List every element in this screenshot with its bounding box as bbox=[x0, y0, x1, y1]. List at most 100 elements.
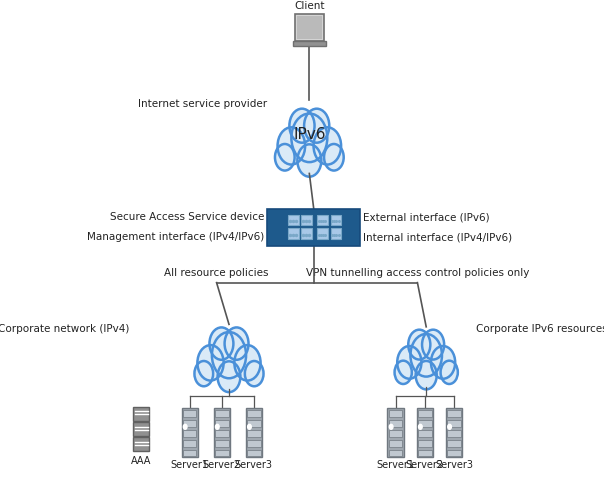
Text: VPN tunnelling access control policies only: VPN tunnelling access control policies o… bbox=[306, 268, 529, 278]
Circle shape bbox=[195, 362, 213, 386]
Circle shape bbox=[210, 328, 233, 359]
FancyBboxPatch shape bbox=[288, 228, 299, 239]
FancyBboxPatch shape bbox=[418, 410, 432, 417]
Text: Internet service provider: Internet service provider bbox=[138, 99, 267, 109]
FancyBboxPatch shape bbox=[133, 438, 149, 451]
FancyBboxPatch shape bbox=[215, 449, 229, 456]
FancyBboxPatch shape bbox=[418, 440, 432, 446]
Circle shape bbox=[217, 361, 240, 392]
FancyBboxPatch shape bbox=[317, 228, 329, 239]
FancyBboxPatch shape bbox=[295, 14, 324, 41]
Circle shape bbox=[422, 330, 444, 360]
Text: IPv6: IPv6 bbox=[293, 127, 326, 142]
Circle shape bbox=[297, 145, 321, 177]
Circle shape bbox=[225, 328, 248, 359]
FancyBboxPatch shape bbox=[182, 430, 196, 437]
Circle shape bbox=[304, 109, 329, 143]
FancyBboxPatch shape bbox=[215, 410, 229, 417]
FancyBboxPatch shape bbox=[388, 408, 403, 457]
FancyBboxPatch shape bbox=[297, 16, 322, 39]
Circle shape bbox=[292, 115, 327, 161]
Text: Server2: Server2 bbox=[202, 461, 241, 470]
Circle shape bbox=[423, 330, 444, 359]
Text: All resource policies: All resource policies bbox=[164, 268, 269, 278]
Circle shape bbox=[313, 127, 341, 165]
Text: AAA: AAA bbox=[131, 456, 152, 466]
Circle shape bbox=[248, 424, 251, 429]
FancyBboxPatch shape bbox=[388, 449, 402, 456]
FancyBboxPatch shape bbox=[247, 420, 261, 427]
FancyBboxPatch shape bbox=[447, 430, 461, 437]
Circle shape bbox=[234, 345, 260, 381]
FancyBboxPatch shape bbox=[182, 410, 196, 417]
Circle shape bbox=[395, 361, 411, 384]
FancyBboxPatch shape bbox=[447, 440, 461, 446]
Circle shape bbox=[289, 109, 315, 143]
Circle shape bbox=[298, 145, 321, 176]
FancyBboxPatch shape bbox=[447, 410, 461, 417]
Circle shape bbox=[275, 145, 294, 170]
Circle shape bbox=[216, 424, 219, 429]
Circle shape bbox=[212, 332, 246, 378]
Text: Secure Access Service device: Secure Access Service device bbox=[110, 213, 264, 222]
Circle shape bbox=[291, 114, 327, 162]
Circle shape bbox=[411, 334, 442, 377]
Text: Server1: Server1 bbox=[376, 461, 414, 470]
Text: Server3: Server3 bbox=[235, 461, 273, 470]
FancyBboxPatch shape bbox=[417, 408, 433, 457]
FancyBboxPatch shape bbox=[182, 449, 196, 456]
Circle shape bbox=[225, 327, 248, 360]
FancyBboxPatch shape bbox=[247, 440, 261, 446]
Text: External interface (IPv6): External interface (IPv6) bbox=[364, 213, 490, 222]
FancyBboxPatch shape bbox=[330, 228, 341, 239]
Circle shape bbox=[441, 361, 457, 384]
Circle shape bbox=[324, 144, 344, 171]
Circle shape bbox=[213, 333, 245, 377]
FancyBboxPatch shape bbox=[247, 449, 261, 456]
Circle shape bbox=[390, 424, 393, 429]
Text: Server3: Server3 bbox=[435, 461, 473, 470]
FancyBboxPatch shape bbox=[388, 420, 402, 427]
FancyBboxPatch shape bbox=[247, 410, 261, 417]
FancyBboxPatch shape bbox=[247, 430, 261, 437]
Circle shape bbox=[324, 145, 343, 170]
FancyBboxPatch shape bbox=[182, 440, 196, 446]
FancyBboxPatch shape bbox=[388, 440, 402, 446]
FancyBboxPatch shape bbox=[388, 410, 402, 417]
Circle shape bbox=[431, 347, 455, 378]
Text: Client: Client bbox=[294, 1, 324, 11]
FancyBboxPatch shape bbox=[133, 407, 149, 421]
FancyBboxPatch shape bbox=[215, 430, 229, 437]
Text: Server2: Server2 bbox=[406, 461, 444, 470]
Circle shape bbox=[448, 424, 451, 429]
FancyBboxPatch shape bbox=[267, 209, 361, 246]
Text: Corporate network (IPv4): Corporate network (IPv4) bbox=[0, 324, 129, 334]
Circle shape bbox=[245, 362, 263, 386]
Circle shape bbox=[210, 327, 233, 360]
FancyBboxPatch shape bbox=[418, 420, 432, 427]
FancyBboxPatch shape bbox=[388, 430, 402, 437]
Circle shape bbox=[198, 345, 223, 381]
FancyBboxPatch shape bbox=[292, 41, 326, 46]
FancyBboxPatch shape bbox=[418, 449, 432, 456]
Circle shape bbox=[408, 330, 430, 360]
Circle shape bbox=[397, 346, 422, 379]
Text: Internal interface (IPv4/IPv6): Internal interface (IPv4/IPv6) bbox=[364, 232, 513, 242]
Circle shape bbox=[275, 144, 295, 171]
Circle shape bbox=[411, 335, 442, 376]
Circle shape bbox=[194, 361, 213, 386]
FancyBboxPatch shape bbox=[301, 228, 312, 239]
Circle shape bbox=[394, 361, 412, 384]
FancyBboxPatch shape bbox=[418, 430, 432, 437]
FancyBboxPatch shape bbox=[447, 449, 461, 456]
Circle shape bbox=[278, 127, 305, 165]
FancyBboxPatch shape bbox=[330, 215, 341, 225]
Circle shape bbox=[431, 346, 455, 379]
Circle shape bbox=[409, 330, 430, 359]
Circle shape bbox=[419, 424, 422, 429]
Circle shape bbox=[416, 361, 437, 390]
FancyBboxPatch shape bbox=[133, 422, 149, 436]
FancyBboxPatch shape bbox=[288, 215, 299, 225]
Circle shape bbox=[278, 128, 304, 164]
FancyBboxPatch shape bbox=[215, 420, 229, 427]
